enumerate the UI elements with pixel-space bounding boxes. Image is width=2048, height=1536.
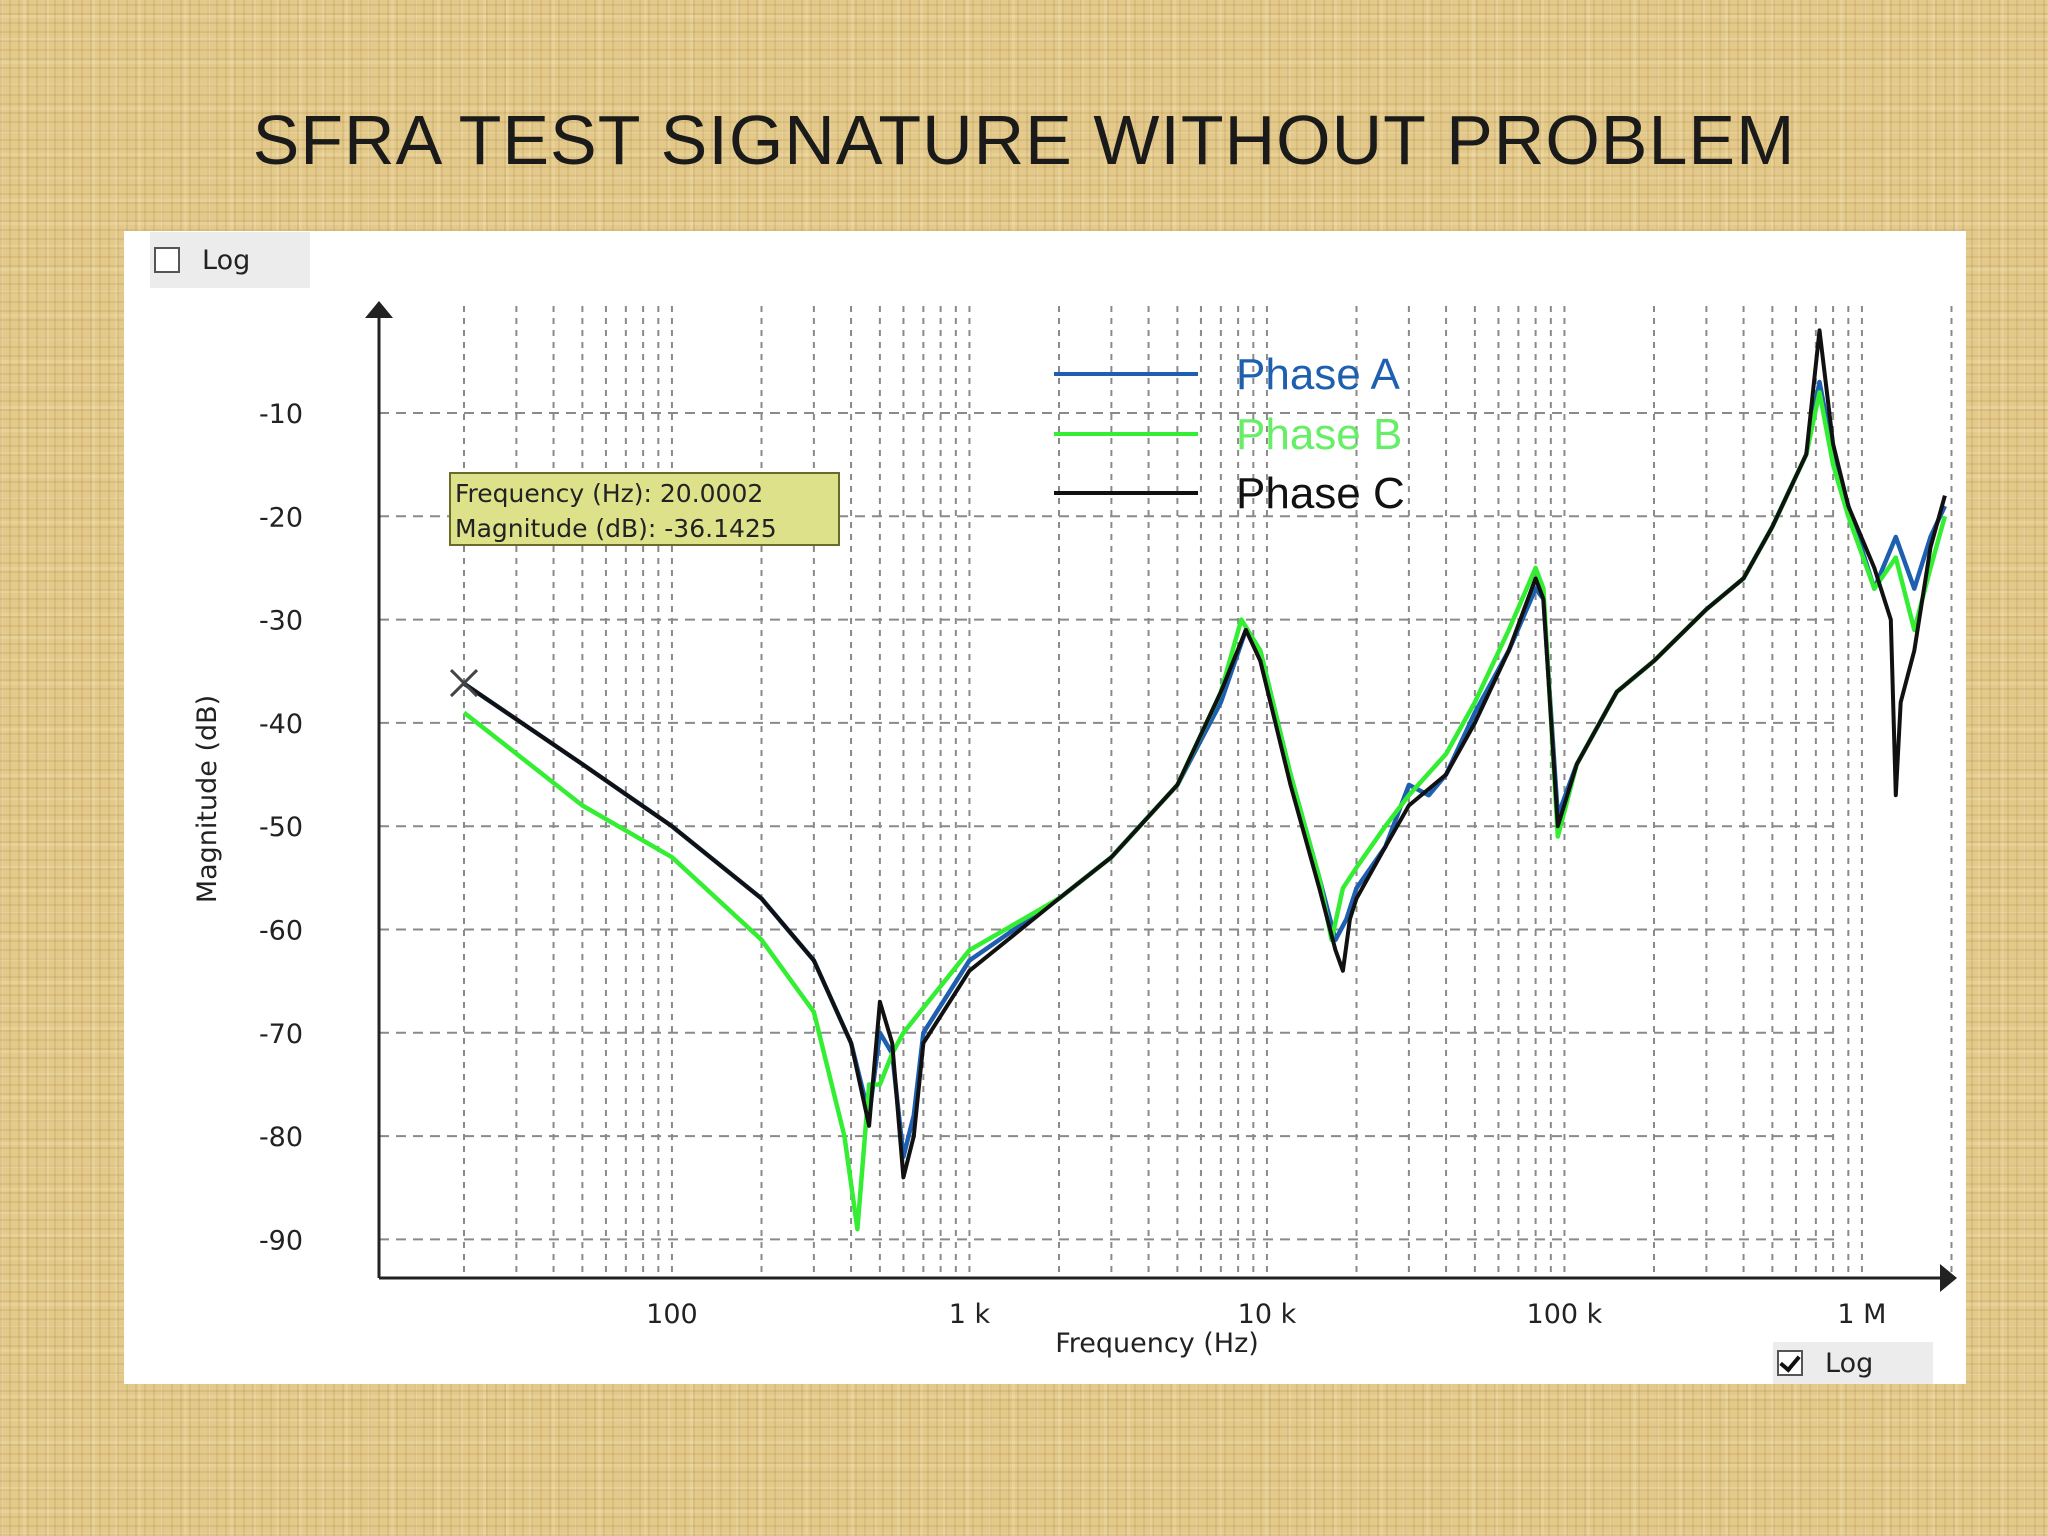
series-line-phase-c bbox=[462, 328, 1947, 1180]
log-y-checkbox[interactable] bbox=[154, 247, 180, 273]
y-tick-label: -10 bbox=[259, 399, 303, 430]
legend-label: Phase A bbox=[1236, 350, 1401, 399]
x-tick-label: 100 bbox=[646, 1299, 698, 1330]
chart-panel: -10 -20 -30 -40 -50 -60 -70 -80 -90 100 1 k 10 k 100… bbox=[124, 231, 1966, 1384]
axes bbox=[365, 301, 1957, 1292]
y-tick-label: -70 bbox=[259, 1019, 303, 1050]
x-axis-label: Frequency (Hz) bbox=[1055, 1328, 1259, 1359]
y-axis-label: Magnitude (dB) bbox=[192, 695, 223, 903]
slide-title: SFRA TEST SIGNATURE WITHOUT PROBLEM bbox=[252, 101, 1796, 179]
y-tick-label: -30 bbox=[259, 606, 303, 637]
cursor-tooltip: Frequency (Hz): 20.0002 Magnitude (dB): … bbox=[449, 472, 840, 546]
y-axis-arrow bbox=[365, 301, 393, 318]
x-tick-label: 1 k bbox=[949, 1299, 991, 1330]
x-tick-label: 10 k bbox=[1238, 1299, 1297, 1330]
grid bbox=[379, 306, 1953, 1278]
legend: Phase A Phase B Phase C bbox=[1054, 350, 1405, 518]
log-y-toggle[interactable]: Log bbox=[150, 232, 310, 288]
legend-label: Phase B bbox=[1236, 410, 1402, 459]
legend-label: Phase C bbox=[1236, 469, 1405, 518]
cursor-marker bbox=[449, 668, 479, 698]
y-tick-label: -60 bbox=[259, 916, 303, 947]
x-axis-arrow bbox=[1940, 1264, 1957, 1292]
y-tick-label: -40 bbox=[259, 709, 303, 740]
log-x-label: Log bbox=[1825, 1347, 1874, 1379]
tooltip-frequency: Frequency (Hz): 20.0002 bbox=[455, 479, 764, 508]
x-tick-label: 100 k bbox=[1527, 1299, 1603, 1330]
log-y-label: Log bbox=[202, 244, 251, 276]
y-tick-label: -90 bbox=[259, 1225, 303, 1256]
tooltip-magnitude: Magnitude (dB): -36.1425 bbox=[455, 514, 777, 543]
tick-labels: -10 -20 -30 -40 -50 -60 -70 -80 -90 100 1 k 10 k 100… bbox=[192, 399, 1886, 1359]
x-tick-label: 1 M bbox=[1837, 1299, 1886, 1330]
series-lines bbox=[462, 328, 1948, 1232]
y-tick-label: -80 bbox=[259, 1122, 303, 1153]
magnitude-chart: -10 -20 -30 -40 -50 -60 -70 -80 -90 100 1 k 10 k 100… bbox=[192, 301, 1957, 1359]
y-tick-label: -20 bbox=[259, 502, 303, 533]
y-tick-label: -50 bbox=[259, 812, 303, 843]
cursor-marker-stroke bbox=[449, 668, 479, 698]
log-x-toggle[interactable]: Log bbox=[1773, 1342, 1933, 1384]
log-x-checkbox[interactable] bbox=[1777, 1350, 1803, 1376]
